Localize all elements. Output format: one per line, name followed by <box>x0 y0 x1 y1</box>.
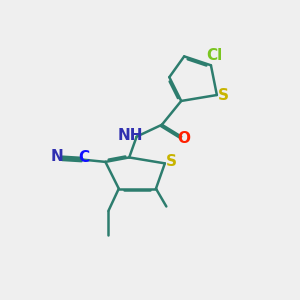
Text: Cl: Cl <box>206 48 222 63</box>
Text: N: N <box>51 149 63 164</box>
Text: O: O <box>178 130 191 146</box>
Text: C: C <box>79 150 90 165</box>
Text: S: S <box>166 154 177 169</box>
Text: NH: NH <box>118 128 143 142</box>
Text: S: S <box>218 88 229 103</box>
